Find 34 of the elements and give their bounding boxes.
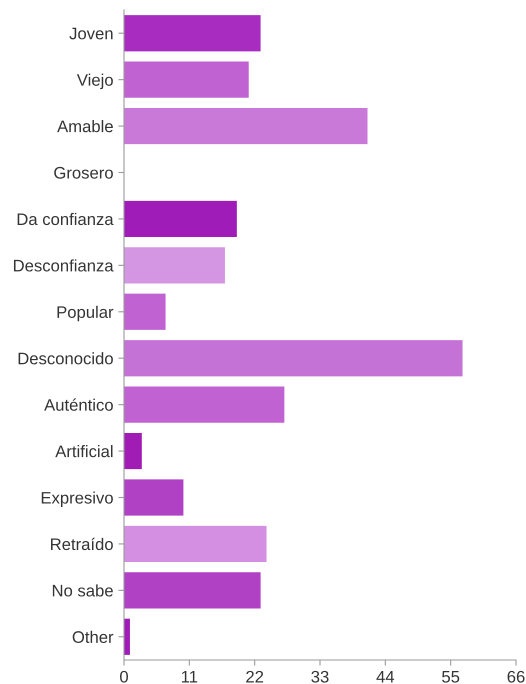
x-tick-label: 11 — [182, 671, 198, 682]
y-tick-label: Grosero — [54, 166, 113, 179]
y-tick-label: No sabe — [52, 584, 113, 597]
x-tick-label: 22 — [246, 670, 264, 682]
y-tick-label: Joven — [69, 28, 113, 40]
x-tick-label: 33 — [311, 670, 329, 683]
y-tick-label: Expresivo — [42, 491, 113, 507]
y-tick-label: Viejo — [76, 74, 113, 90]
bar — [124, 15, 261, 52]
x-tick-label: 66 — [508, 670, 525, 683]
bar — [124, 526, 267, 562]
x-tick-label: 0 — [120, 670, 128, 683]
y-tick-label: Da confianza — [18, 212, 114, 226]
y-tick-label: Popular — [58, 306, 114, 322]
bar — [124, 108, 368, 144]
y-tick-label: Other — [72, 630, 114, 643]
y-tick-label: Desconocido — [18, 352, 113, 364]
bar — [124, 247, 225, 284]
bar — [124, 62, 249, 98]
bar — [124, 386, 284, 423]
bar — [124, 432, 142, 470]
bar — [124, 200, 237, 238]
y-tick-label: Desconfianza — [14, 259, 114, 272]
y-tick-label: Retraído — [51, 538, 113, 550]
y-tick-label: Auténtico — [44, 398, 113, 411]
bar — [124, 479, 184, 516]
y-tick-label: Artificial — [55, 445, 112, 458]
x-tick-label: 44 — [376, 671, 394, 682]
x-tick-label: 55 — [442, 671, 460, 683]
bar — [124, 294, 166, 330]
bar — [124, 340, 463, 376]
bar — [124, 618, 130, 655]
bar — [124, 572, 261, 608]
y-tick-label: Amable — [57, 120, 113, 132]
